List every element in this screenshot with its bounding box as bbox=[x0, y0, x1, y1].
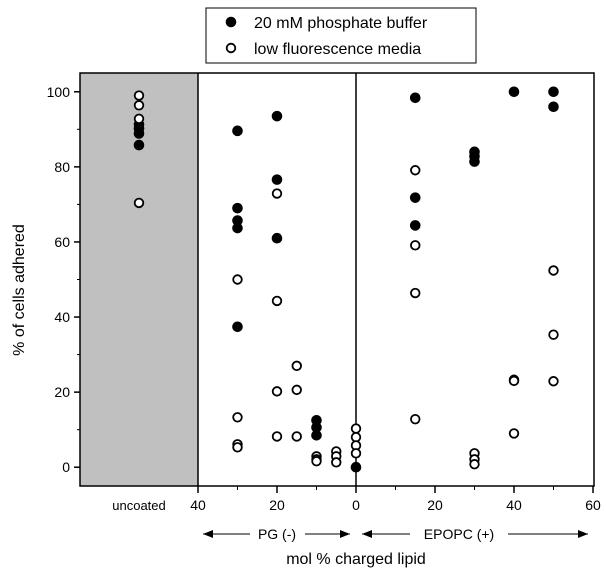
x-tick-label: 40 bbox=[506, 497, 522, 513]
y-tick-label: 100 bbox=[47, 84, 71, 100]
data-point-lowfluor bbox=[350, 431, 362, 443]
data-point-lowfluor bbox=[133, 90, 145, 101]
data-point-lowfluor bbox=[133, 100, 145, 111]
data-point-phosphate bbox=[133, 139, 145, 151]
epopc-arrow-left-head bbox=[362, 530, 372, 538]
y-tick-label: 20 bbox=[54, 384, 70, 400]
region-labels: PG (-) EPOPC (+) bbox=[203, 526, 588, 542]
data-point-lowfluor bbox=[548, 265, 559, 276]
data-point-lowfluor bbox=[291, 384, 302, 396]
x-tick-label: 60 bbox=[585, 497, 601, 513]
data-point-phosphate bbox=[271, 110, 283, 122]
y-axis: 0 20 40 60 80 100 bbox=[47, 84, 80, 475]
data-point-phosphate bbox=[508, 86, 520, 98]
data-point-lowfluor bbox=[410, 240, 421, 251]
data-point-phosphate bbox=[409, 220, 421, 231]
data-point-lowfluor bbox=[291, 360, 302, 372]
data-point-phosphate bbox=[350, 461, 362, 473]
pg-region-label: PG (-) bbox=[258, 526, 296, 542]
legend: 20 mM phosphate buffer low fluorescence m… bbox=[205, 7, 477, 64]
data-point-lowfluor bbox=[133, 113, 145, 125]
x-axis-label: mol % charged lipid bbox=[286, 551, 426, 568]
data-point-lowfluor bbox=[410, 413, 421, 425]
pg-arrow-right-head bbox=[340, 530, 350, 538]
data-point-lowfluor bbox=[548, 376, 559, 387]
data-point-lowfluor bbox=[469, 459, 480, 470]
data-point-lowfluor bbox=[271, 188, 283, 199]
data-point-phosphate bbox=[271, 174, 283, 185]
data-point-lowfluor bbox=[508, 428, 520, 439]
data-point-lowfluor bbox=[311, 456, 322, 467]
data-point-lowfluor bbox=[410, 165, 421, 176]
pg-arrow-left-head bbox=[203, 530, 213, 538]
data-point-lowfluor bbox=[271, 295, 283, 307]
legend-label: low fluorescence media bbox=[254, 41, 421, 58]
data-point-phosphate bbox=[232, 321, 243, 333]
data-point-phosphate bbox=[232, 222, 243, 234]
data-point-lowfluor bbox=[232, 412, 243, 423]
data-point-lowfluor bbox=[232, 442, 243, 453]
epopc-arrow-right-head bbox=[578, 530, 588, 538]
data-point-phosphate bbox=[271, 232, 283, 244]
data-point-lowfluor bbox=[350, 423, 362, 434]
data-point-lowfluor bbox=[133, 197, 145, 209]
legend-label: 20 mM phosphate buffer bbox=[254, 15, 428, 32]
legend-marker bbox=[225, 16, 237, 28]
epopc-region-label: EPOPC (+) bbox=[424, 526, 494, 542]
data-point-lowfluor bbox=[410, 287, 421, 299]
data-point-lowfluor bbox=[271, 386, 283, 397]
x-axis: 40 20 0 20 40 60 uncoated bbox=[112, 486, 601, 513]
data-points bbox=[133, 86, 559, 473]
data-point-phosphate bbox=[409, 92, 421, 104]
y-tick-label: 0 bbox=[62, 459, 70, 475]
data-point-lowfluor bbox=[350, 448, 362, 459]
y-axis-label: % of cells adhered bbox=[11, 224, 28, 356]
data-point-lowfluor bbox=[232, 274, 243, 285]
data-point-phosphate bbox=[232, 202, 243, 214]
data-point-lowfluor bbox=[271, 431, 283, 442]
data-point-phosphate bbox=[232, 125, 243, 137]
data-point-lowfluor bbox=[548, 329, 559, 340]
data-point-phosphate bbox=[469, 156, 480, 167]
data-point-phosphate bbox=[311, 430, 322, 441]
data-point-phosphate bbox=[409, 192, 421, 203]
uncoated-tick-label: uncoated bbox=[112, 498, 166, 513]
y-tick-label: 40 bbox=[54, 309, 70, 325]
legend-box bbox=[205, 7, 477, 64]
legend-marker bbox=[225, 42, 237, 54]
data-point-phosphate bbox=[548, 86, 559, 98]
x-tick-label: 40 bbox=[190, 497, 206, 513]
data-point-phosphate bbox=[548, 101, 559, 113]
x-tick-label: 20 bbox=[269, 497, 285, 513]
data-point-lowfluor bbox=[508, 375, 520, 387]
y-tick-label: 60 bbox=[54, 234, 70, 250]
x-tick-label: 0 bbox=[352, 497, 360, 513]
y-tick-label: 80 bbox=[54, 159, 70, 175]
data-point-lowfluor bbox=[291, 431, 302, 442]
x-tick-label: 20 bbox=[427, 497, 443, 513]
data-point-lowfluor bbox=[331, 457, 342, 468]
